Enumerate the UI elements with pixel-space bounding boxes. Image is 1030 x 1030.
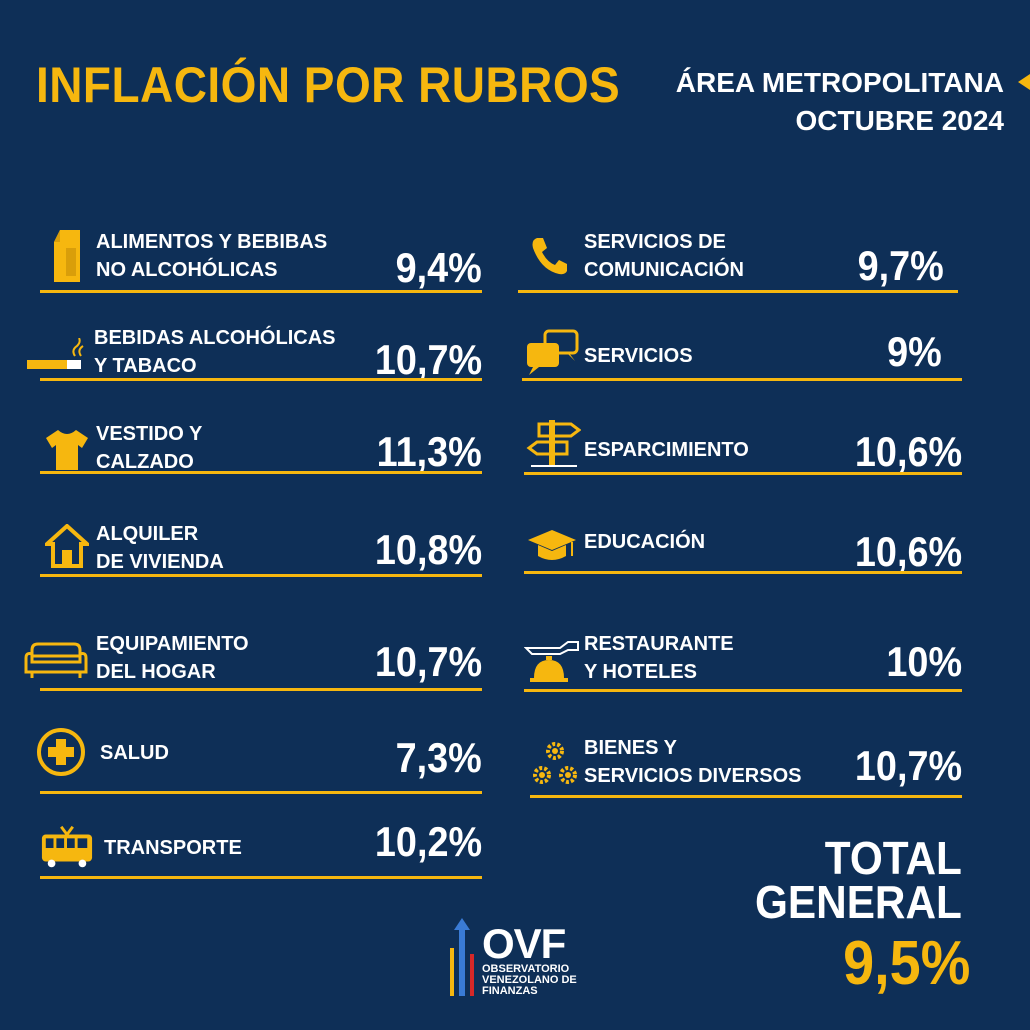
category-value: 10% bbox=[886, 638, 962, 685]
category-diversos: BIENES Y SERVICIOS DIVERSOS 10,7% bbox=[530, 734, 962, 804]
divider bbox=[524, 571, 962, 574]
total-label-line2: GENERAL bbox=[755, 876, 962, 928]
category-alimentos: ALIMENTOS Y BEBIBAS NO ALCOHÓLICAS 9,4% bbox=[40, 226, 482, 296]
category-salud: SALUD 7,3% bbox=[37, 726, 482, 796]
category-value: 10,7% bbox=[374, 336, 482, 383]
category-label-line1: ESPARCIMIENTO bbox=[584, 439, 749, 461]
period-label: OCTUBRE 2024 bbox=[795, 105, 1004, 136]
divider bbox=[40, 688, 482, 691]
tshirt-icon bbox=[40, 420, 94, 480]
logo-line2: VENEZOLANO DE bbox=[482, 974, 577, 986]
category-label-line1: VESTIDO Y bbox=[96, 423, 203, 445]
graduation-cap-icon bbox=[524, 516, 580, 576]
health-cross-icon bbox=[34, 722, 88, 782]
category-label-line1: ALQUILER bbox=[96, 523, 199, 545]
house-icon bbox=[40, 516, 94, 576]
category-value: 10,6% bbox=[854, 528, 962, 575]
category-label-line2: COMUNICACIÓN bbox=[584, 259, 744, 281]
logo-line1: OBSERVATORIO bbox=[482, 963, 570, 975]
total-label-line1: TOTAL bbox=[824, 832, 962, 884]
divider bbox=[530, 795, 962, 798]
logo-line3: FINANZAS bbox=[482, 985, 538, 997]
category-restaurante: RESTAURANTE Y HOTELES 10% bbox=[524, 630, 962, 700]
category-value: 10,6% bbox=[854, 428, 962, 475]
category-value: 9% bbox=[887, 328, 942, 375]
category-servicios: SERVICIOS 9% bbox=[522, 322, 962, 392]
category-comunicacion: SERVICIOS DE COMUNICACIÓN 9,7% bbox=[518, 226, 958, 296]
chat-bubbles-icon bbox=[522, 322, 582, 382]
ovf-logo: OVF OBSERVATORIO VENEZOLANO DE FINANZAS bbox=[448, 918, 588, 998]
category-label-line1: EQUIPAMIENTO bbox=[96, 633, 249, 655]
total-label: TOTAL GENERAL bbox=[755, 832, 962, 928]
divider bbox=[40, 876, 482, 879]
category-label-line1: SERVICIOS DE bbox=[584, 231, 726, 253]
category-value: 10,2% bbox=[374, 818, 482, 865]
category-label-line2: CALZADO bbox=[96, 451, 194, 473]
divider bbox=[40, 574, 482, 577]
divider bbox=[524, 689, 962, 692]
category-esparcimiento: ESPARCIMIENTO 10,6% bbox=[524, 414, 962, 484]
divider bbox=[40, 471, 482, 474]
page-title: INFLACIÓN POR RUBROS bbox=[36, 57, 621, 113]
category-label-line1: RESTAURANTE bbox=[584, 633, 734, 655]
category-value: 7,3% bbox=[395, 734, 482, 781]
category-transporte: TRANSPORTE 10,2% bbox=[40, 818, 482, 888]
category-value: 10,7% bbox=[374, 638, 482, 685]
cigarette-icon bbox=[24, 326, 90, 386]
divider bbox=[40, 378, 482, 381]
category-alquiler: ALQUILER DE VIVIENDA 10,8% bbox=[40, 520, 482, 590]
divider bbox=[524, 472, 962, 475]
category-label-line2: DEL HOGAR bbox=[96, 661, 216, 683]
category-label-line1: EDUCACIÓN bbox=[584, 531, 706, 553]
category-value: 10,7% bbox=[854, 742, 962, 789]
category-bebidas: BEBIDAS ALCOHÓLICAS Y TABACO 10,7% bbox=[24, 322, 482, 392]
gears-icon bbox=[530, 734, 580, 794]
category-value: 10,8% bbox=[374, 526, 482, 573]
bus-icon bbox=[40, 818, 94, 878]
category-label-line2: Y TABACO bbox=[94, 355, 197, 377]
sofa-icon bbox=[24, 630, 88, 690]
category-equipamiento: EQUIPAMIENTO DEL HOGAR 10,7% bbox=[24, 630, 482, 700]
logo-name: OVF bbox=[482, 920, 566, 967]
category-label-line1: SERVICIOS bbox=[584, 345, 693, 367]
divider bbox=[522, 378, 962, 381]
category-educacion: EDUCACIÓN 10,6% bbox=[524, 516, 962, 586]
category-label-line1: BIENES Y bbox=[584, 737, 677, 759]
divider bbox=[518, 290, 958, 293]
divider bbox=[40, 290, 482, 293]
triangle-marker-icon bbox=[1018, 74, 1030, 90]
region-label: ÁREA METROPOLITANA bbox=[675, 67, 1004, 98]
category-label-line2: DE VIVIENDA bbox=[96, 551, 224, 573]
signpost-icon bbox=[524, 414, 582, 474]
arrows-icon bbox=[450, 918, 474, 996]
category-label-line2: NO ALCOHÓLICAS bbox=[96, 259, 278, 281]
category-label-line1: SALUD bbox=[100, 742, 169, 764]
category-label-line1: BEBIDAS ALCOHÓLICAS bbox=[94, 327, 336, 349]
category-label-line1: TRANSPORTE bbox=[104, 837, 242, 859]
milk-carton-icon bbox=[40, 226, 94, 286]
category-label-line2: Y HOTELES bbox=[584, 661, 697, 683]
category-label-line2: SERVICIOS DIVERSOS bbox=[584, 765, 802, 787]
category-value: 9,7% bbox=[857, 242, 944, 289]
service-bell-icon bbox=[524, 632, 580, 692]
category-label-line1: ALIMENTOS Y BEBIBAS bbox=[96, 231, 328, 253]
category-value: 9,4% bbox=[395, 244, 482, 291]
phone-icon bbox=[522, 226, 576, 286]
total-value: 9,5% bbox=[842, 929, 970, 998]
region-period: ÁREA METROPOLITANA OCTUBRE 2024 bbox=[675, 64, 1030, 140]
category-value: 11,3% bbox=[376, 428, 482, 475]
category-vestido: VESTIDO Y CALZADO 11,3% bbox=[40, 420, 482, 490]
divider bbox=[40, 791, 482, 794]
